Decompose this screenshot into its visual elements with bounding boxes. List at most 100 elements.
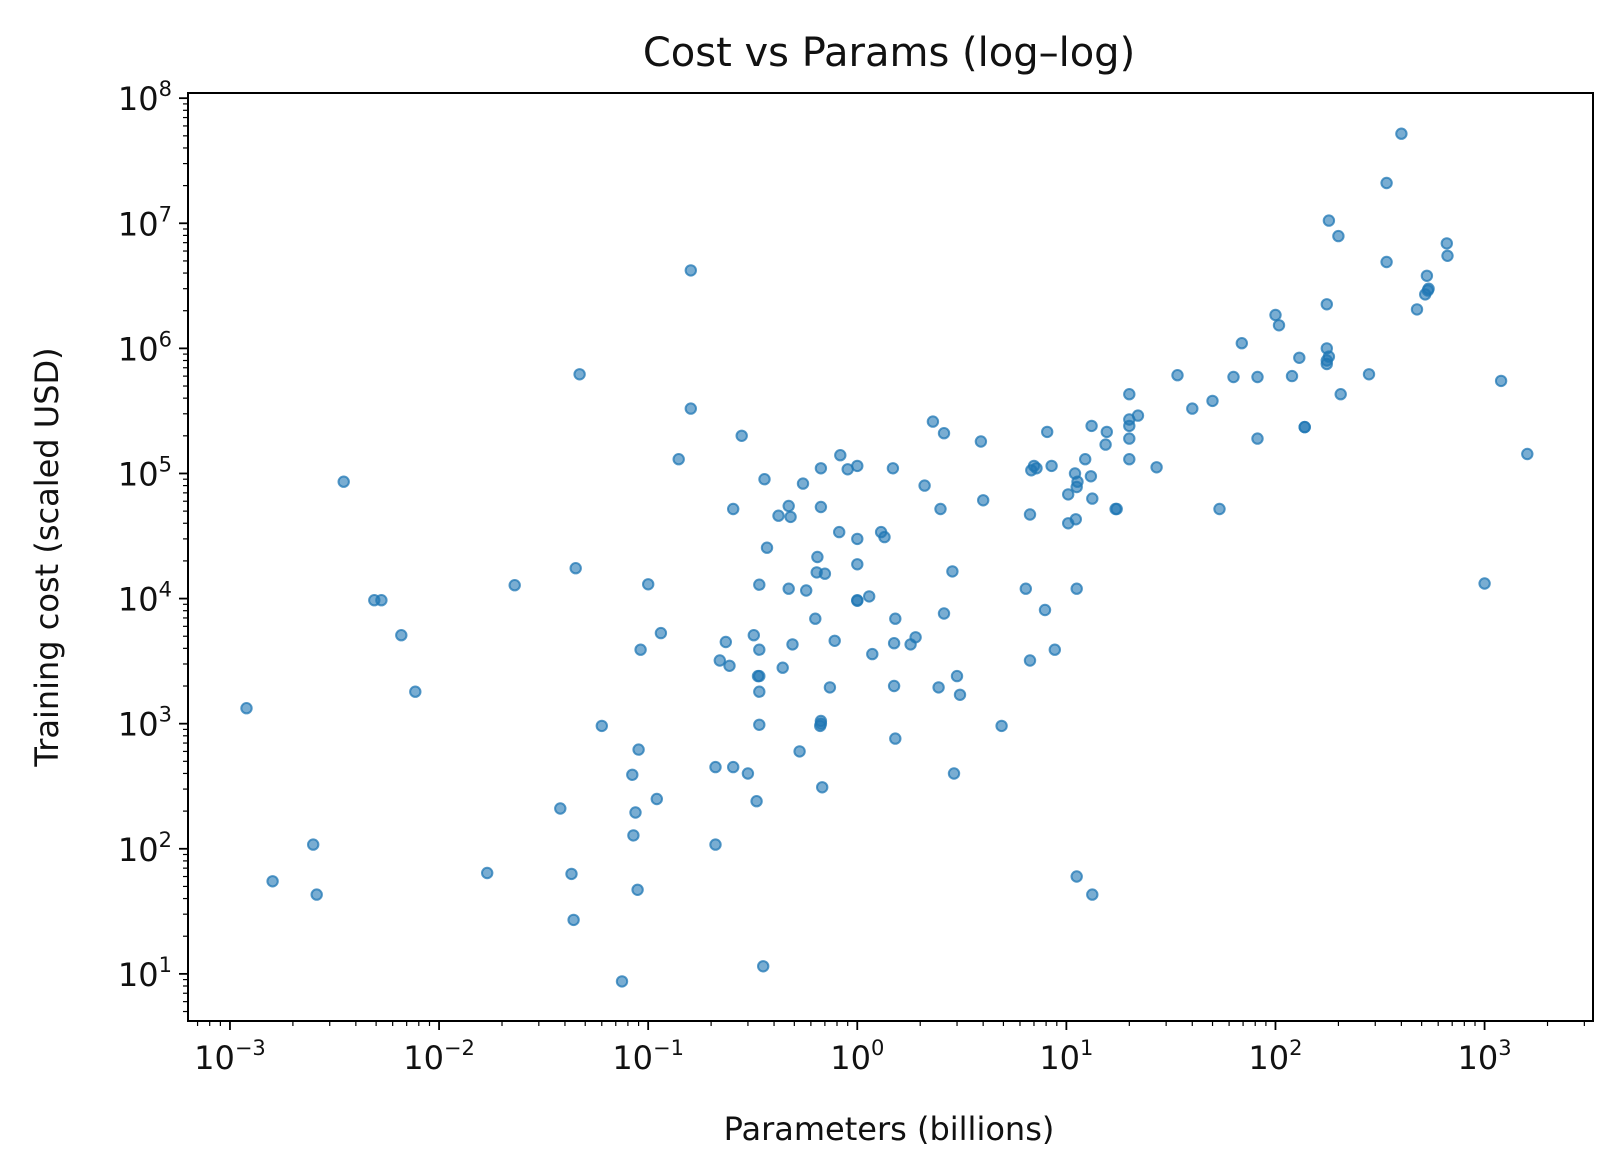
data-point — [977, 494, 990, 507]
data-point — [1023, 508, 1037, 521]
data-point — [1272, 319, 1286, 332]
data-point — [823, 681, 837, 694]
data-point — [481, 866, 494, 880]
data-point — [634, 643, 647, 656]
data-point — [1048, 643, 1062, 656]
data-point — [811, 550, 824, 564]
y-tick-label: 106 — [118, 327, 172, 368]
data-point — [1334, 388, 1347, 401]
y-axis-label: Training cost (scaled USD) — [28, 347, 66, 767]
data-point — [627, 829, 640, 842]
data-point — [595, 719, 608, 733]
data-point — [554, 802, 567, 815]
data-point — [889, 612, 902, 625]
data-point — [750, 795, 763, 808]
x-tick-label: 102 — [1248, 1036, 1302, 1077]
data-point — [828, 634, 841, 647]
data-point — [1322, 214, 1336, 227]
data-point — [395, 629, 408, 642]
data-point — [375, 594, 388, 607]
y-tick-label: 107 — [118, 202, 172, 243]
data-point — [1100, 425, 1114, 439]
data-point — [1285, 369, 1299, 383]
x-tick-label: 10−2 — [403, 1036, 475, 1077]
data-point — [1038, 603, 1052, 617]
data-point — [642, 578, 655, 591]
data-point — [1440, 237, 1454, 250]
data-point — [508, 579, 521, 592]
data-point — [713, 654, 726, 667]
data-point — [851, 558, 864, 571]
data-point — [709, 838, 722, 851]
y-axis-ticks: 101 102 103 104 105 106 107 108 — [118, 77, 188, 1013]
data-point — [1041, 425, 1054, 439]
data-point — [757, 960, 770, 973]
data-point — [1362, 368, 1376, 381]
data-point — [573, 368, 586, 381]
data-point — [926, 415, 940, 428]
data-point — [753, 669, 766, 683]
data-point — [1478, 577, 1491, 590]
chart-title: Cost vs Params (log–log) — [643, 30, 1135, 76]
data-point — [796, 477, 810, 490]
data-point — [1298, 420, 1311, 434]
data-point — [632, 743, 645, 756]
data-point — [995, 719, 1008, 733]
data-point — [814, 462, 828, 475]
data-point — [772, 509, 785, 522]
data-point — [760, 541, 774, 554]
data-point — [784, 510, 797, 524]
data-point — [909, 631, 922, 644]
y-tick-label: 105 — [118, 452, 172, 493]
data-point — [1062, 488, 1075, 501]
data-point — [727, 502, 740, 516]
y-tick-label: 101 — [118, 953, 172, 994]
data-point — [1420, 269, 1434, 282]
data-point — [887, 679, 901, 693]
data-point — [1251, 370, 1264, 384]
data-point — [719, 635, 732, 649]
x-axis-label: Parameters (billions) — [724, 1110, 1055, 1148]
data-point — [1123, 453, 1136, 466]
data-point — [1070, 870, 1083, 883]
data-point — [753, 718, 766, 731]
data-point — [793, 745, 806, 758]
data-point — [1069, 513, 1083, 526]
data-point — [735, 429, 748, 442]
data-point — [1322, 350, 1336, 363]
data-point — [1235, 337, 1249, 350]
data-point — [1023, 654, 1037, 667]
data-point — [814, 717, 828, 730]
y-tick-label: 102 — [118, 828, 172, 869]
points-layer — [240, 127, 1534, 988]
data-point — [851, 532, 864, 546]
data-point — [631, 883, 644, 896]
data-point — [851, 459, 864, 473]
data-point — [1045, 459, 1058, 473]
data-point — [629, 806, 642, 819]
data-point — [650, 792, 663, 806]
data-point — [337, 475, 350, 488]
data-point — [947, 767, 961, 780]
data-point — [1171, 369, 1184, 382]
data-point — [753, 578, 766, 591]
data-point — [723, 659, 736, 672]
data-point — [889, 732, 902, 745]
data-point — [1079, 453, 1092, 466]
data-point — [1380, 255, 1393, 269]
data-point — [1422, 282, 1435, 295]
data-point — [886, 462, 900, 475]
data-point — [1071, 475, 1084, 488]
data-point — [1086, 492, 1099, 505]
data-point — [1084, 470, 1098, 483]
data-point — [1030, 462, 1043, 475]
data-point — [1099, 438, 1112, 451]
data-point — [1110, 502, 1123, 516]
data-point — [307, 838, 320, 851]
data-point — [569, 562, 582, 575]
plot-frame — [187, 92, 1594, 1022]
x-tick-label: 10−1 — [612, 1036, 684, 1077]
data-point — [240, 702, 253, 715]
x-tick-label: 101 — [1039, 1036, 1093, 1077]
